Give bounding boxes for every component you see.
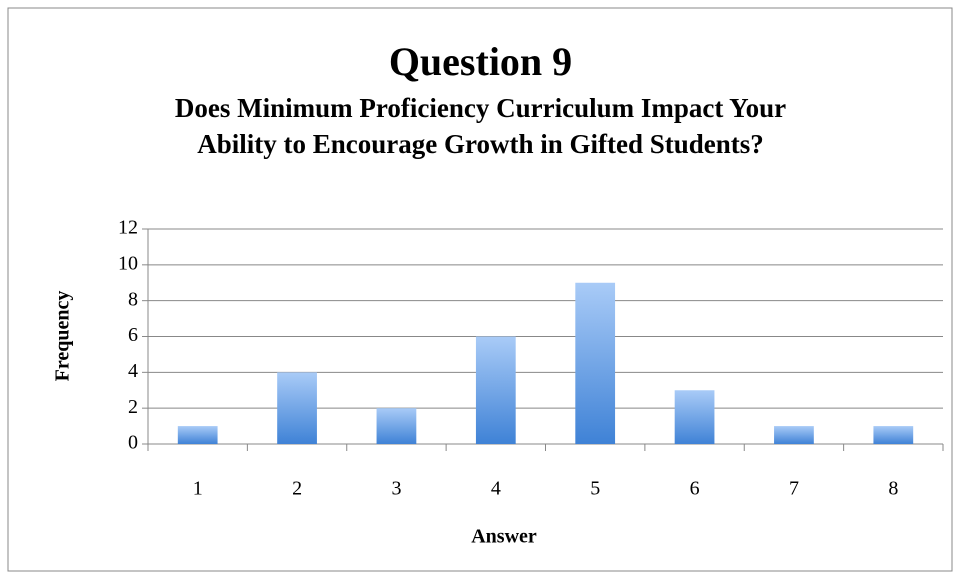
bar (674, 390, 715, 444)
bar (376, 408, 417, 444)
y-tick-label: 12 (118, 217, 138, 239)
x-tick-label: 4 (491, 478, 501, 500)
x-tick-label: 2 (292, 478, 302, 500)
bar (475, 336, 516, 444)
x-tick-label: 8 (888, 478, 898, 500)
bar (575, 282, 616, 444)
y-tick-label: 0 (128, 432, 138, 454)
x-tick-label: 6 (690, 478, 700, 500)
y-tick-label: 10 (118, 252, 138, 274)
y-axis-label: Frequency (52, 291, 74, 382)
x-tick-label: 1 (193, 478, 203, 500)
y-tick-label: 4 (128, 360, 138, 382)
chart-border (7, 7, 953, 572)
chart-title: Question 9 (388, 39, 573, 84)
x-tick-label: 7 (789, 478, 799, 500)
bar (873, 426, 914, 444)
x-axis-label: Answer (471, 526, 537, 548)
x-tick-label: 5 (590, 478, 600, 500)
bar (277, 372, 317, 444)
chart-subtitle: Does Minimum Proficiency Curriculum Impa… (174, 93, 787, 159)
x-tick-label: 3 (391, 478, 401, 500)
y-tick-label: 6 (128, 324, 138, 346)
bar (177, 426, 218, 444)
y-tick-label: 2 (128, 396, 138, 418)
bar (774, 426, 814, 444)
y-tick-label: 8 (128, 288, 138, 310)
